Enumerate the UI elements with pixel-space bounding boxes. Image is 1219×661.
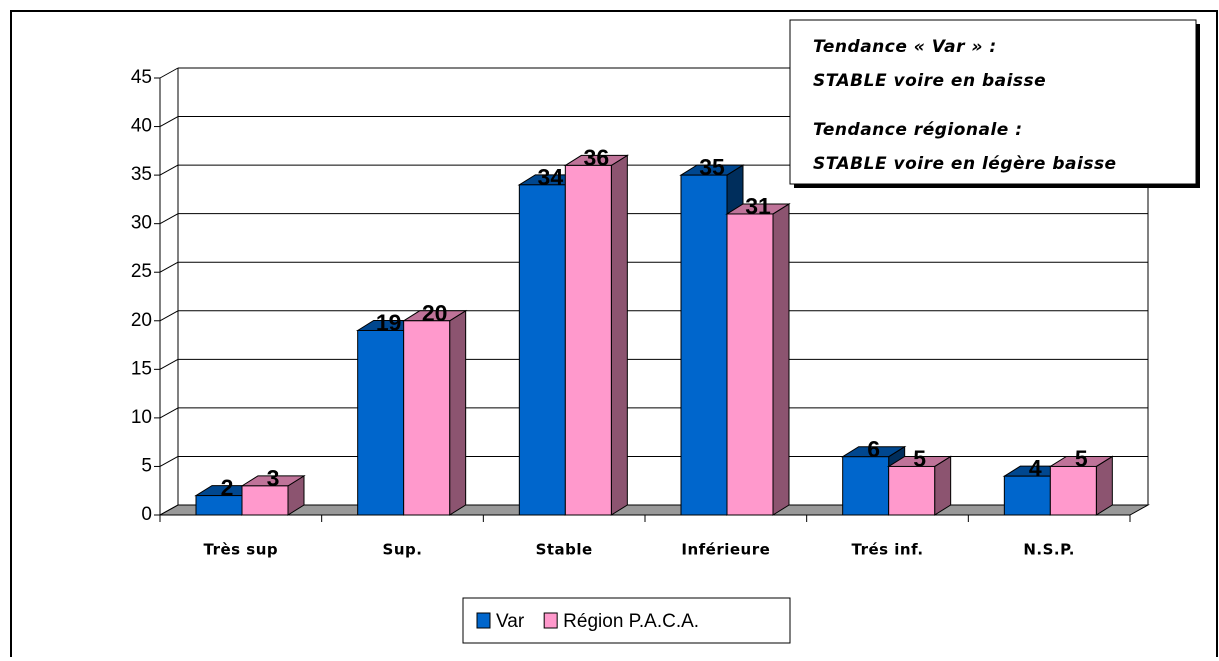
bar-front [888,465,936,516]
y-tick-label: 35 [131,164,152,185]
x-tick-label: N.S.P. [1023,541,1075,559]
y-tick-label: 5 [141,455,152,476]
bar-side [449,309,467,516]
legend-label: Var [496,611,525,632]
value-label: 4 [1029,455,1042,481]
y-tick-label: 0 [141,504,152,525]
x-tick-label: Stable [536,541,593,559]
bar-front [195,495,243,516]
annotation: STABLE voire en légère baisse [813,154,1117,174]
bar-side [772,203,790,516]
bar-front [726,213,774,516]
bar-front [357,329,405,516]
bar [401,309,468,516]
grid-line-side [159,504,179,516]
annotation-box [789,19,1197,185]
value-label: 35 [699,154,725,180]
legend: Var Région P.A.C.A. [462,597,791,644]
grid-line-side [159,164,179,176]
grid-line-side [159,213,179,225]
value-label: 5 [913,446,926,472]
bar [725,203,791,516]
bar [563,154,630,516]
bar-front [680,174,728,516]
grid-line-side [159,310,179,322]
value-label: 3 [267,465,280,491]
annotation: STABLE voire en baisse [813,71,1046,91]
bar-side [610,154,628,516]
bar-front [518,184,566,516]
bar-front [842,456,890,516]
x-tick-label: Trés inf. [851,541,923,559]
legend-swatch [476,612,491,629]
value-label: 2 [221,475,234,501]
y-tick-label: 15 [131,358,152,379]
value-label: 20 [422,300,448,326]
y-tick-label: 25 [131,261,152,282]
floor [158,504,1150,516]
legend-box [462,597,791,644]
annotation: Tendance régionale : [813,120,1023,140]
y-tick-label: 10 [131,407,152,428]
bar [1048,455,1115,516]
value-label: 34 [538,164,564,190]
x-tick-label: Inférieure [681,541,770,559]
bar-front [1049,465,1097,516]
annotation: Tendance « Var » : [813,37,997,57]
value-label: 5 [1075,446,1088,472]
value-label: 36 [584,144,610,170]
legend-swatch [543,612,558,629]
grid-line-side [159,456,179,467]
bar-front [1003,475,1051,516]
value-label: 31 [745,193,771,219]
y-tick-label: 30 [131,213,152,234]
bar [240,474,306,516]
grid-line-side [159,261,179,273]
y-tick-label: 20 [131,310,152,331]
x-tick-label: Très sup [204,541,279,559]
value-label: 6 [867,436,880,462]
y-tick-label: 45 [131,67,152,88]
y-tick-label: 40 [131,116,152,137]
bar [886,455,953,516]
grid-line-side [159,67,179,79]
grid-line-side [159,116,179,127]
bar-front [403,320,451,516]
grid-line-side [159,407,179,419]
bar-front [241,485,289,516]
legend-label: Région P.A.C.A. [563,611,699,632]
bar-front [564,164,612,516]
x-tick-label: Sup. [383,541,423,559]
value-label: 19 [376,310,402,336]
grid-line-side [159,358,179,370]
